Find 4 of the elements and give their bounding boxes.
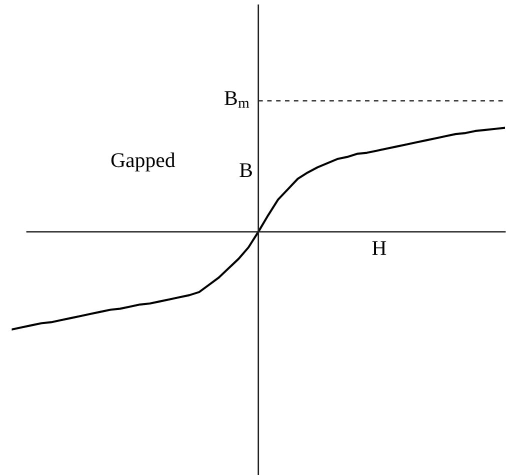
y-axis-title: B: [240, 163, 252, 178]
x-axis-title: H: [372, 241, 386, 255]
annotation: Gapped: [111, 152, 176, 172]
ref-line-label: B$_{m}$: [224, 91, 250, 108]
